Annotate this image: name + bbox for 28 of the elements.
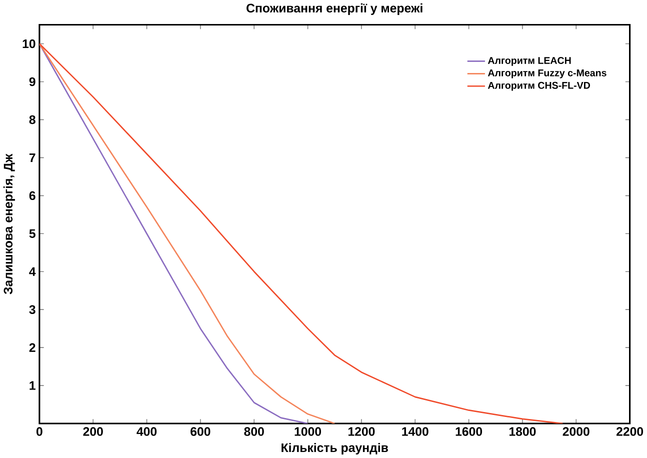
- y-tick-label: 7: [29, 153, 36, 162]
- y-tick-label: 4: [29, 267, 36, 276]
- x-tick-label: 800: [244, 427, 264, 436]
- legend-label: Алгоритм Fuzzy c-Means: [488, 70, 606, 78]
- x-tick-label: 1200: [348, 427, 375, 436]
- x-tick-label: 1000: [294, 427, 322, 436]
- y-tick-label: 5: [29, 229, 36, 238]
- legend-label: Алгоритм CHS-FL-VD: [488, 82, 590, 91]
- x-axis-title: Кількість раундів: [282, 443, 388, 455]
- y-tick-label: 1: [30, 381, 36, 390]
- y-tick-label: 8: [29, 115, 36, 124]
- y-tick-label: 6: [29, 191, 36, 200]
- y-tick-label: 3: [29, 305, 36, 314]
- x-tick-label: 600: [190, 427, 210, 436]
- x-tick-label: 2200: [616, 427, 644, 436]
- legend-label: Алгоритм LEACH: [488, 57, 571, 66]
- chart-title: Споживання енергії у мережі: [246, 3, 422, 15]
- x-tick-label: 200: [83, 427, 103, 436]
- x-tick-label: 1800: [509, 427, 536, 436]
- x-tick-label: 400: [136, 427, 157, 436]
- y-tick-label: 10: [22, 39, 36, 48]
- x-tick-label: 2000: [562, 427, 590, 436]
- y-axis-title: Залишкова енергія, Дж: [3, 154, 15, 294]
- x-tick-label: 1400: [402, 427, 428, 436]
- x-tick-label: 0: [36, 427, 42, 436]
- y-tick-label: 9: [29, 77, 36, 86]
- x-tick-label: 1600: [456, 427, 482, 436]
- y-tick-label: 2: [29, 343, 36, 352]
